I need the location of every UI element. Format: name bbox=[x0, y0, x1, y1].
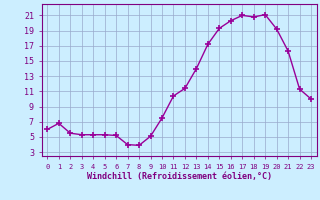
X-axis label: Windchill (Refroidissement éolien,°C): Windchill (Refroidissement éolien,°C) bbox=[87, 172, 272, 181]
